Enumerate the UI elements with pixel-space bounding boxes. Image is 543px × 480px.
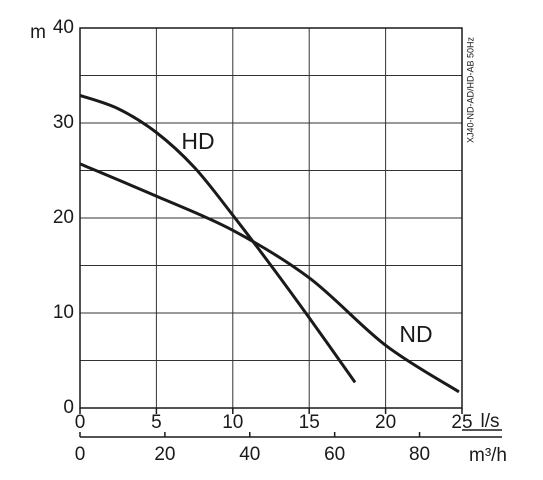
x-tick-label: 20 [375, 412, 396, 433]
y-tick-label: 20 [53, 207, 74, 228]
y-tick-label: 30 [53, 112, 74, 133]
x2-tick-label: 40 [239, 444, 260, 465]
model-annotation: XJ40-ND-AD/HD-AB 50Hz [465, 36, 475, 143]
plot-frame [79, 27, 463, 409]
x2-axis-label: m³/h [469, 445, 507, 466]
series-label: HD [181, 128, 214, 154]
curve [79, 162, 460, 394]
series-label: ND [399, 321, 432, 347]
x-tick-label: 10 [222, 412, 243, 433]
y-tick-label: 40 [53, 17, 74, 38]
x2-tick-label: 80 [409, 444, 430, 465]
x-axis-label: l/s [481, 411, 500, 432]
x2-tick-label: 60 [324, 444, 345, 465]
x-tick-label: 15 [299, 412, 320, 433]
y-tick-label: 0 [63, 397, 74, 418]
y-tick-label: 10 [53, 302, 74, 323]
y-axis-label: m [30, 22, 46, 43]
x2-tick-label: 20 [154, 444, 175, 465]
x-tick-label: 0 [75, 412, 86, 433]
curve [79, 94, 357, 384]
x-tick-label: 25 [451, 412, 472, 433]
x-tick-label: 5 [151, 412, 162, 433]
x2-tick-label: 0 [75, 444, 86, 465]
